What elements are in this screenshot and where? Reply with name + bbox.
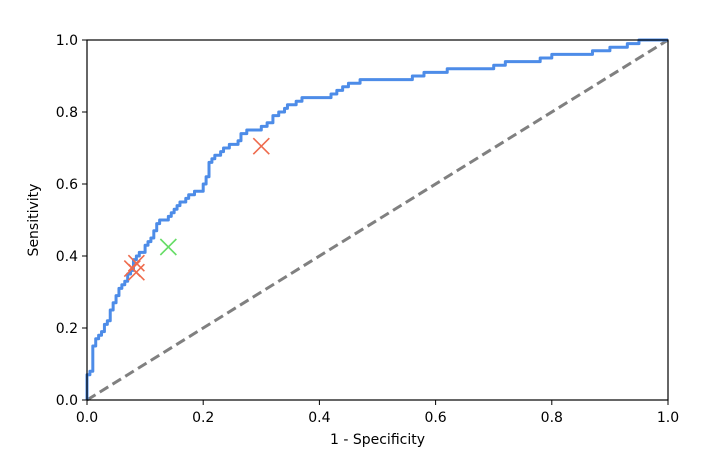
operating-point-marker-4 xyxy=(159,238,177,256)
operating-point-marker-1 xyxy=(127,254,145,272)
y-axis-label: Sensitivity xyxy=(26,184,42,257)
y-tick-label: 0.0 xyxy=(56,393,78,409)
x-tick-label: 0.4 xyxy=(308,410,330,426)
operating-point-marker-3 xyxy=(127,263,145,281)
y-tick-label: 1.0 xyxy=(56,33,78,49)
plot-area xyxy=(85,38,669,402)
axis-ticks: 0.0 0.2 0.4 0.6 0.8 1.0 0.0 0.2 0.4 0.6 0.8 1.0 xyxy=(56,33,679,426)
y-tick-label: 0.2 xyxy=(56,321,78,337)
y-tick-label: 0.4 xyxy=(56,249,78,265)
y-tick-label: 0.6 xyxy=(56,177,78,193)
x-axis-label: 1 - Specificity xyxy=(330,432,425,448)
x-tick-label: 0.2 xyxy=(192,410,214,426)
x-tick-label: 1.0 xyxy=(657,410,679,426)
operating-point-marker-0 xyxy=(252,137,270,155)
x-tick-label: 0.0 xyxy=(76,410,98,426)
x-tick-label: 0.6 xyxy=(424,410,446,426)
x-tick-label: 0.8 xyxy=(541,410,563,426)
reference-diagonal-line xyxy=(86,38,669,402)
axes-frame xyxy=(86,39,669,401)
y-tick-label: 0.8 xyxy=(56,105,78,121)
roc-curve-line xyxy=(85,38,668,400)
